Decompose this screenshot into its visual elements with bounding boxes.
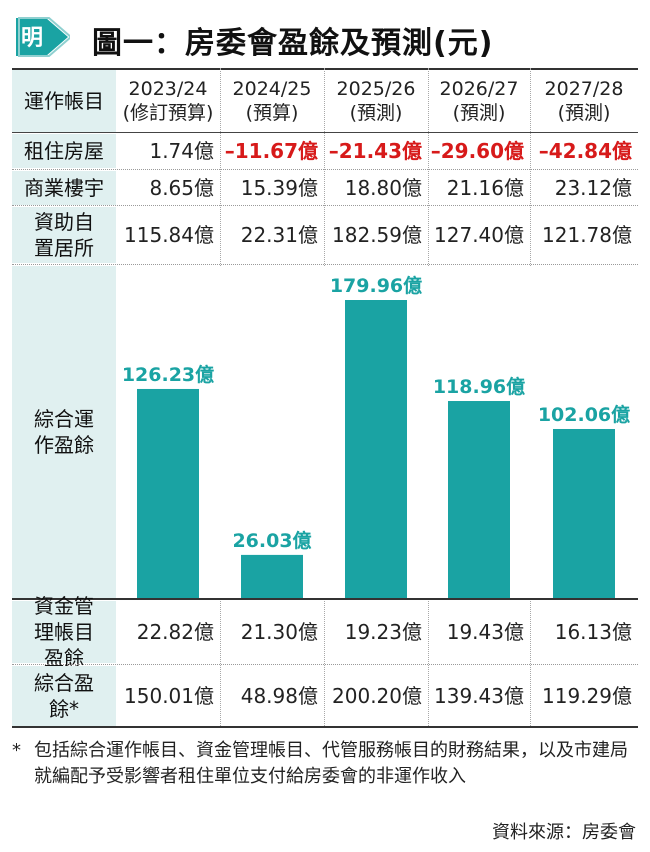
column-note: (預測): [349, 102, 403, 124]
row-rental-housing: 租住房屋 1.74億 –11.67億 –21.43億 –29.60億 –42.84億: [12, 134, 638, 168]
column-year: 2024/25: [232, 78, 312, 100]
header: 明 圖一：房委會盈餘及預測(元): [12, 14, 638, 61]
column-header: 2025/26 (預測): [324, 77, 428, 125]
table-cell: 1.74億: [149, 139, 214, 163]
table-cell: 21.16億: [446, 176, 524, 200]
row-subsidised-home: 資助自置居所 115.84億 22.31億 182.59億 127.40億 121.78…: [12, 207, 638, 263]
bar: [553, 428, 615, 598]
column-divider: [220, 68, 221, 266]
column-divider: [324, 68, 325, 266]
row-commercial: 商業樓宇 8.65億 15.39億 18.80億 21.16億 23.12億: [12, 171, 638, 205]
bar: [448, 401, 510, 598]
table-cell: 150.01億: [124, 684, 214, 708]
row-label: 綜合盈餘*: [12, 666, 116, 726]
column-note: (預測): [557, 102, 611, 124]
table-cell: 22.82億: [136, 620, 214, 644]
ming-pao-logo-icon: 明: [16, 17, 70, 57]
row-divider: [12, 205, 638, 206]
row-label: 商業樓宇: [12, 171, 116, 205]
column-divider: [428, 601, 429, 726]
row-fund-management: 資金管理帳目盈餘 22.82億 21.30億 19.23億 19.43億 16.13億: [12, 594, 638, 670]
table-cell: –21.43億: [328, 139, 422, 163]
column-header: 2024/25 (預算): [220, 77, 324, 125]
table-header-row: 運作帳目 2023/24 (修訂預算) 2024/25 (預算) 2025/26 (預測)…: [12, 70, 638, 132]
column-year: 2023/24: [128, 78, 208, 100]
source-credit: 資料來源：房委會: [492, 822, 636, 843]
row-label: 資助自置居所: [12, 207, 116, 263]
column-divider: [220, 601, 221, 726]
column-note: (預算): [245, 102, 299, 124]
column-year: 2027/28: [544, 78, 624, 100]
chart-baseline: [12, 598, 638, 600]
row-divider: [12, 169, 638, 170]
table-cell: 115.84億: [124, 223, 214, 247]
table-cell: –11.67億: [224, 139, 318, 163]
column-divider: [428, 68, 429, 266]
bar-value-label: 118.96億: [433, 375, 525, 398]
column-divider: [324, 601, 325, 726]
table-cell: 119.29億: [542, 684, 632, 708]
chart-row-label: 綜合運作盈餘: [12, 266, 116, 598]
table-cell: 121.78億: [542, 223, 632, 247]
table-cell: 8.65億: [149, 176, 214, 200]
table-cell: 139.43億: [434, 684, 524, 708]
column-header: 2026/27 (預測): [428, 77, 530, 125]
footnote-text: 包括綜合運作帳目、資金管理帳目、代管服務帳目的財務結果，以及市建局就編配予受影響…: [34, 740, 628, 787]
table-cell: 19.23億: [344, 620, 422, 644]
column-divider: [530, 601, 531, 726]
table-cell: 19.43億: [446, 620, 524, 644]
column-header: 2027/28 (預測): [530, 77, 638, 125]
table-top-rule: [12, 68, 638, 70]
column-header: 2023/24 (修訂預算): [116, 77, 220, 125]
row-chart: 綜合運作盈餘 126.23億 26.03億 179.96億 118.96億 102.06…: [12, 266, 638, 598]
table-cell: 21.30億: [240, 620, 318, 644]
table-bottom-rule: [12, 726, 638, 728]
bar-chart: 126.23億 26.03億 179.96億 118.96億 102.06億: [122, 274, 630, 598]
bar-value-label: 126.23億: [122, 363, 214, 386]
bar: [345, 300, 407, 598]
row-consolidated-surplus: 綜合盈餘* 150.01億 48.98億 200.20億 139.43億 119.29億: [12, 666, 638, 726]
row-label: 租住房屋: [12, 134, 116, 168]
table-cell: 127.40億: [434, 223, 524, 247]
header-rule: [12, 132, 638, 133]
row-label: 資金管理帳目盈餘: [12, 594, 116, 670]
column-divider: [530, 68, 531, 266]
table-cell: 16.13億: [554, 620, 632, 644]
table-cell: 15.39億: [240, 176, 318, 200]
table-cell: 48.98億: [240, 684, 318, 708]
chart-title: 圖一：房委會盈餘及預測(元): [92, 26, 494, 61]
table-cell: 23.12億: [554, 176, 632, 200]
table-cell: 200.20億: [332, 684, 422, 708]
column-year: 2026/27: [439, 78, 519, 100]
bar-value-label: 179.96億: [330, 274, 422, 297]
bar: [137, 388, 199, 598]
table-cell: 22.31億: [240, 223, 318, 247]
column-note: (修訂預算): [122, 102, 214, 124]
row-divider: [12, 264, 638, 265]
row-divider: [12, 664, 638, 665]
table-cell: –29.60億: [430, 139, 524, 163]
footnote-marker: *: [12, 740, 21, 761]
column-note: (預測): [452, 102, 506, 124]
column-year: 2025/26: [336, 78, 416, 100]
bar: [241, 554, 303, 598]
table-cell: 182.59億: [332, 223, 422, 247]
bar-value-label: 102.06億: [538, 403, 630, 426]
logo-text: 明: [21, 26, 43, 51]
bar-value-label: 26.03億: [232, 529, 311, 552]
table-cell: 18.80億: [344, 176, 422, 200]
header-label: 運作帳目: [12, 70, 116, 132]
table-cell: –42.84億: [538, 139, 632, 163]
